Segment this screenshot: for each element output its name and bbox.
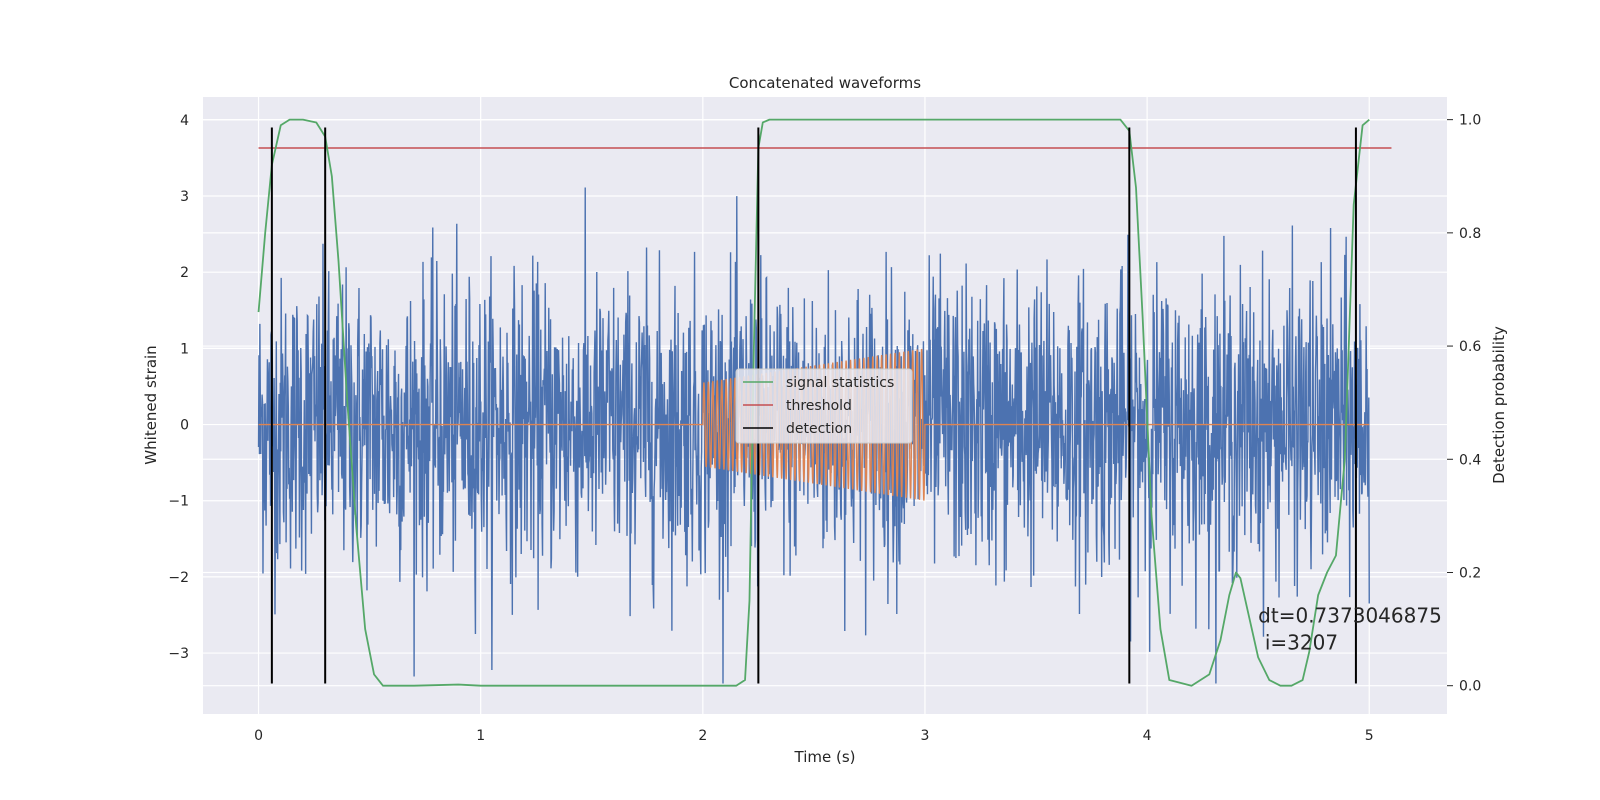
signal-statistics-line xyxy=(257,118,1370,687)
y-right-tick-label: 1.0 xyxy=(1459,113,1481,129)
x-tick-label: 1 xyxy=(476,728,485,744)
y-left-tick-label: 2 xyxy=(180,265,189,281)
x-tick-label: 2 xyxy=(698,728,707,744)
tick-labels: 0 1 2 3 4 5 −3 −2 −1 0 1 2 3 4 0.0 0.2 0.4 0.6 0.8 1.0 xyxy=(168,113,1481,744)
x-axis-label: Time (s) xyxy=(794,748,856,766)
y-left-tick-label: 0 xyxy=(180,418,189,434)
y-right-tick-label: 0.0 xyxy=(1459,679,1481,695)
x-tick-label: 5 xyxy=(1365,728,1374,744)
legend-label-threshold: threshold xyxy=(786,398,852,414)
y-left-tick-label: −2 xyxy=(168,570,189,586)
legend-box xyxy=(735,368,913,444)
x-tick-label: 4 xyxy=(1143,728,1152,744)
y-left-tick-label: 1 xyxy=(180,341,189,357)
y-right-tick-label: 0.6 xyxy=(1459,339,1481,355)
y-right-tick-label: 0.8 xyxy=(1459,226,1481,242)
y-left-axis-label: Whitened strain xyxy=(142,345,160,464)
y-right-tick-label: 0.4 xyxy=(1459,452,1481,468)
y-left-tick-label: −1 xyxy=(168,494,189,510)
x-tick-label: 3 xyxy=(921,728,930,744)
y-left-tick-label: −3 xyxy=(168,646,189,662)
y-right-tick-label: 0.2 xyxy=(1459,565,1481,581)
chart-title: Concatenated waveforms xyxy=(729,74,921,92)
y-left-tick-label: 4 xyxy=(180,113,189,129)
y-left-tick-label: 3 xyxy=(180,189,189,205)
annotation-text: dt=0.7373046875 xyxy=(1258,604,1442,628)
legend-label-signal-statistics: signal statistics xyxy=(786,375,894,391)
y-right-axis-label: Detection probability xyxy=(1490,326,1508,484)
legend-label-detection: detection xyxy=(786,421,852,437)
x-tick-label: 0 xyxy=(254,728,263,744)
legend: signal statistics threshold detection xyxy=(735,368,913,444)
annotation-text: i=3207 xyxy=(1265,630,1338,654)
